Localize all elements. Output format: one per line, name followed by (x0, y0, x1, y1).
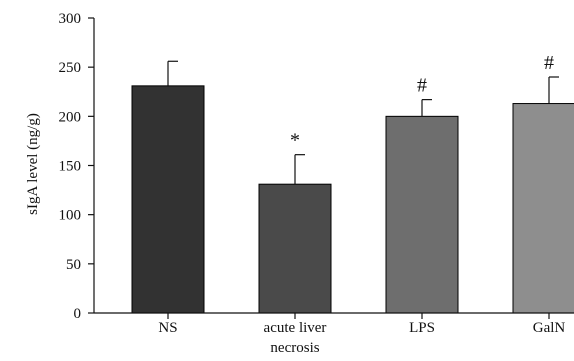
bar (258, 183, 332, 314)
y-axis: 0 50 100 150 200 250 300 (59, 11, 95, 322)
y-tick-label: 250 (59, 60, 82, 76)
x-tick-label: acute liver (264, 320, 327, 336)
y-tick-label: 300 (59, 11, 82, 27)
bar (512, 103, 574, 314)
y-tick-label: 150 (59, 159, 82, 175)
significance-mark: * (290, 130, 300, 152)
y-tick-label: 200 (59, 109, 82, 125)
significance-mark: # (544, 52, 554, 74)
error-bars (167, 60, 559, 185)
x-tick-label: NS (158, 320, 177, 336)
x-axis: NS acute liver necrosis LPS GalN (94, 312, 574, 356)
bar (131, 85, 205, 314)
significance-annotations: * # # (290, 52, 554, 152)
y-tick-label: 50 (66, 257, 81, 273)
bar (385, 115, 459, 314)
x-tick-label: GalN (533, 320, 566, 336)
significance-mark: # (417, 75, 427, 97)
y-tick-label: 100 (59, 208, 82, 224)
x-tick-label: LPS (409, 320, 435, 336)
bars (131, 85, 574, 314)
x-tick-label: necrosis (270, 340, 319, 356)
y-tick-label: 0 (74, 306, 82, 322)
y-axis-title: sIgA level (ng/g) (25, 113, 41, 215)
